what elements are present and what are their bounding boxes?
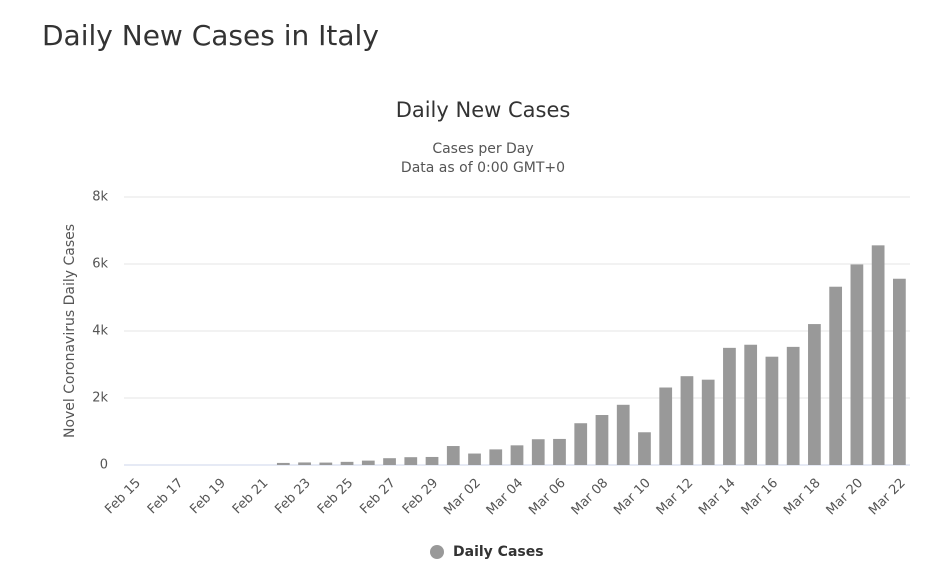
bar xyxy=(765,356,779,465)
bar xyxy=(850,264,864,465)
bar xyxy=(808,324,821,465)
x-tick-label: Feb 17 xyxy=(145,476,187,518)
bar xyxy=(340,461,354,465)
chart-subtitle: Cases per Day xyxy=(432,141,533,157)
x-tick-label: Feb 15 xyxy=(102,476,144,518)
chart-title: Daily New Cases xyxy=(396,98,571,122)
bar xyxy=(446,446,460,465)
x-tick-label: Mar 12 xyxy=(654,476,697,519)
y-tick-label: 0 xyxy=(100,458,108,473)
x-tick-label: Feb 29 xyxy=(400,476,442,518)
bar xyxy=(468,453,481,465)
bar xyxy=(489,449,503,465)
x-tick-label: Mar 04 xyxy=(484,476,527,519)
chart-note: Data as of 0:00 GMT+0 xyxy=(401,160,565,176)
bar xyxy=(404,457,418,465)
bar xyxy=(553,438,566,465)
bar xyxy=(871,245,885,465)
page-title: Daily New Cases in Italy xyxy=(42,19,379,52)
x-tick-label: Feb 23 xyxy=(272,476,314,518)
y-axis-label: Novel Coronavirus Daily Cases xyxy=(62,224,78,438)
x-tick-label: Feb 25 xyxy=(315,476,357,518)
x-tick-label: Mar 08 xyxy=(569,476,612,519)
x-tick-label: Mar 06 xyxy=(526,476,569,519)
bar xyxy=(425,456,439,465)
bar xyxy=(786,346,800,465)
y-tick-label: 8k xyxy=(92,190,108,205)
bar xyxy=(638,432,651,465)
x-tick-label: Mar 16 xyxy=(739,476,782,519)
bar xyxy=(574,423,588,465)
bar xyxy=(616,404,630,465)
bar xyxy=(298,462,311,465)
bar xyxy=(893,278,906,465)
bar xyxy=(510,445,524,465)
bar xyxy=(744,344,758,465)
bar xyxy=(829,286,843,465)
bar xyxy=(659,387,673,465)
bar xyxy=(276,462,290,465)
x-tick-label: Mar 20 xyxy=(824,476,867,519)
x-tick-label: Mar 22 xyxy=(866,476,909,519)
x-tick-label: Mar 02 xyxy=(441,476,484,519)
x-tick-label: Feb 19 xyxy=(187,476,229,518)
y-tick-label: 2k xyxy=(92,391,108,406)
x-tick-label: Mar 10 xyxy=(611,476,654,519)
bar xyxy=(319,462,333,465)
y-tick-label: 4k xyxy=(92,324,108,339)
bar xyxy=(383,458,396,465)
legend-label: Daily Cases xyxy=(453,544,544,560)
legend-marker xyxy=(430,545,444,559)
x-tick-label: Feb 21 xyxy=(230,476,272,518)
y-tick-label: 6k xyxy=(92,257,108,272)
bar xyxy=(531,439,545,465)
bar xyxy=(701,379,715,465)
bar xyxy=(723,347,736,465)
bar xyxy=(680,376,694,465)
bar xyxy=(595,415,609,465)
x-tick-label: Feb 27 xyxy=(357,476,399,518)
x-tick-label: Mar 18 xyxy=(781,476,824,519)
bar xyxy=(361,460,375,465)
x-tick-label: Mar 14 xyxy=(696,476,739,519)
